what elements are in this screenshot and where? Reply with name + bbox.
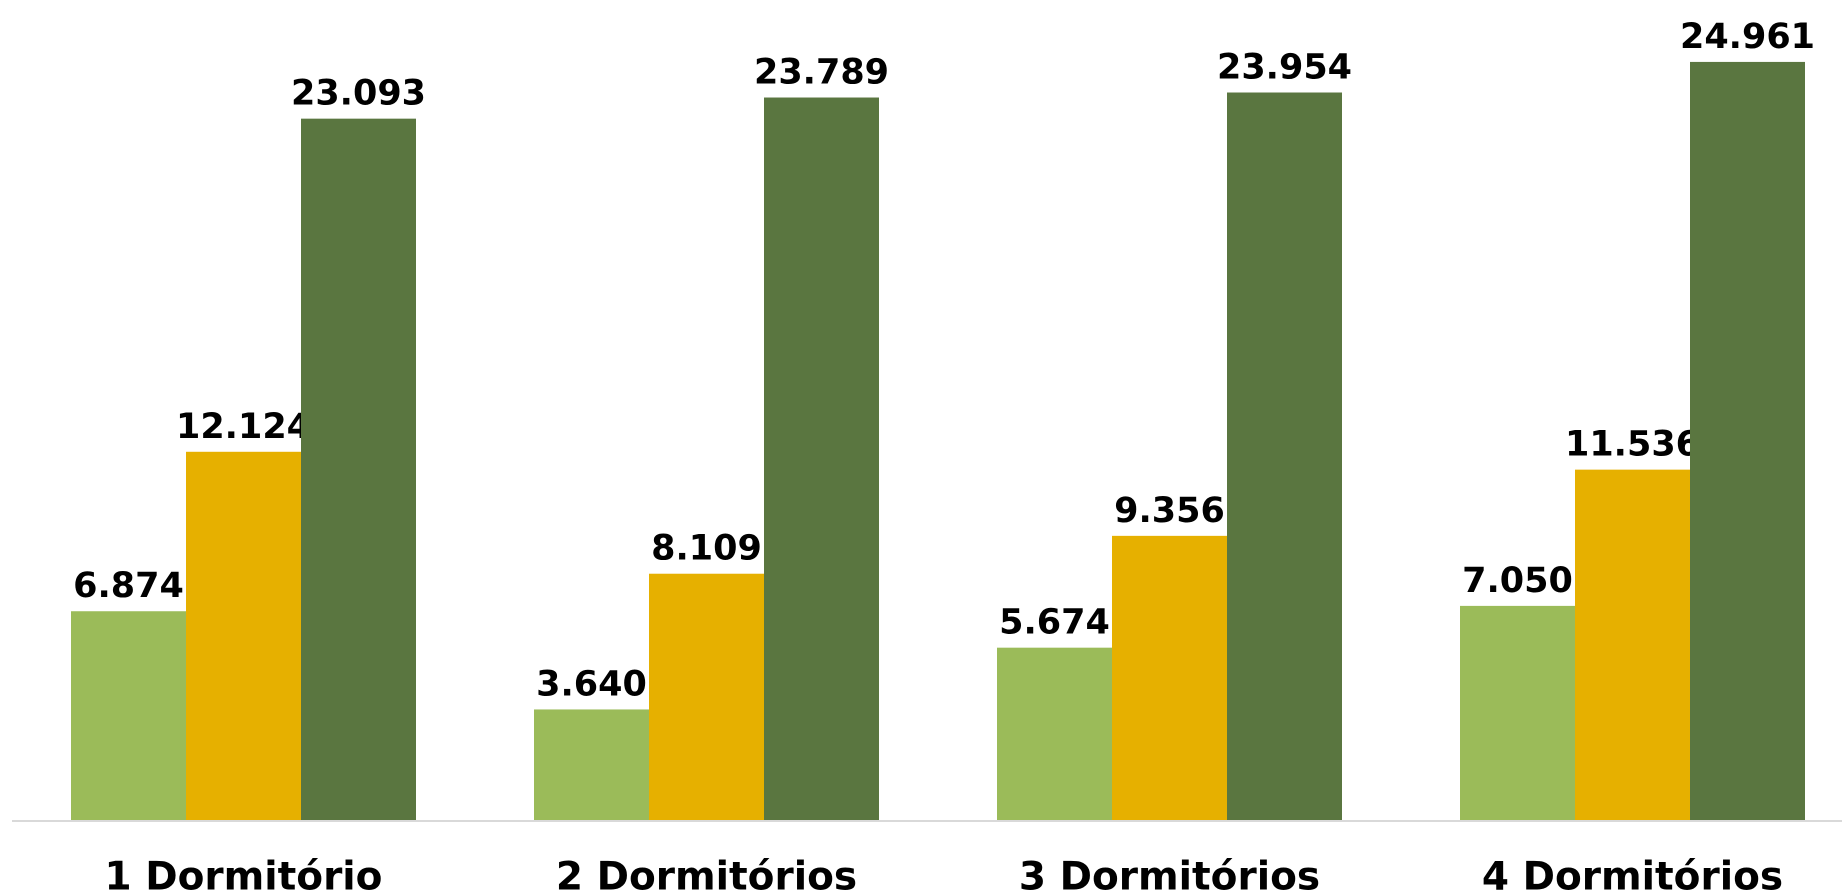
value-label: 11.536 [1565, 425, 1700, 465]
value-label: 7.050 [1462, 561, 1573, 601]
value-label: 12.124 [176, 407, 311, 447]
bar [1690, 61, 1805, 821]
x-tick-label: 3 Dormitórios [1019, 855, 1320, 896]
value-label: 6.874 [73, 566, 184, 606]
value-label: 5.674 [999, 603, 1110, 643]
value-label: 8.109 [651, 529, 762, 569]
value-label: 23.954 [1217, 48, 1352, 88]
x-tick-label: 2 Dormitórios [556, 855, 857, 896]
bar [1575, 469, 1690, 820]
x-tick-label: 4 Dormitórios [1482, 855, 1783, 896]
value-label: 9.356 [1114, 491, 1225, 531]
bar [649, 573, 764, 820]
bar [997, 647, 1112, 820]
value-label: 23.093 [291, 74, 426, 114]
bar [534, 709, 649, 820]
value-label: 3.640 [536, 664, 647, 704]
value-label: 24.961 [1680, 17, 1815, 57]
bar [1227, 92, 1342, 820]
bar [764, 97, 879, 820]
bar [71, 611, 186, 820]
bar [1460, 605, 1575, 820]
value-label: 23.789 [754, 53, 889, 93]
x-tick-label: 1 Dormitório [105, 855, 383, 896]
bar [186, 451, 301, 820]
bar [301, 118, 416, 820]
bar [1112, 535, 1227, 820]
